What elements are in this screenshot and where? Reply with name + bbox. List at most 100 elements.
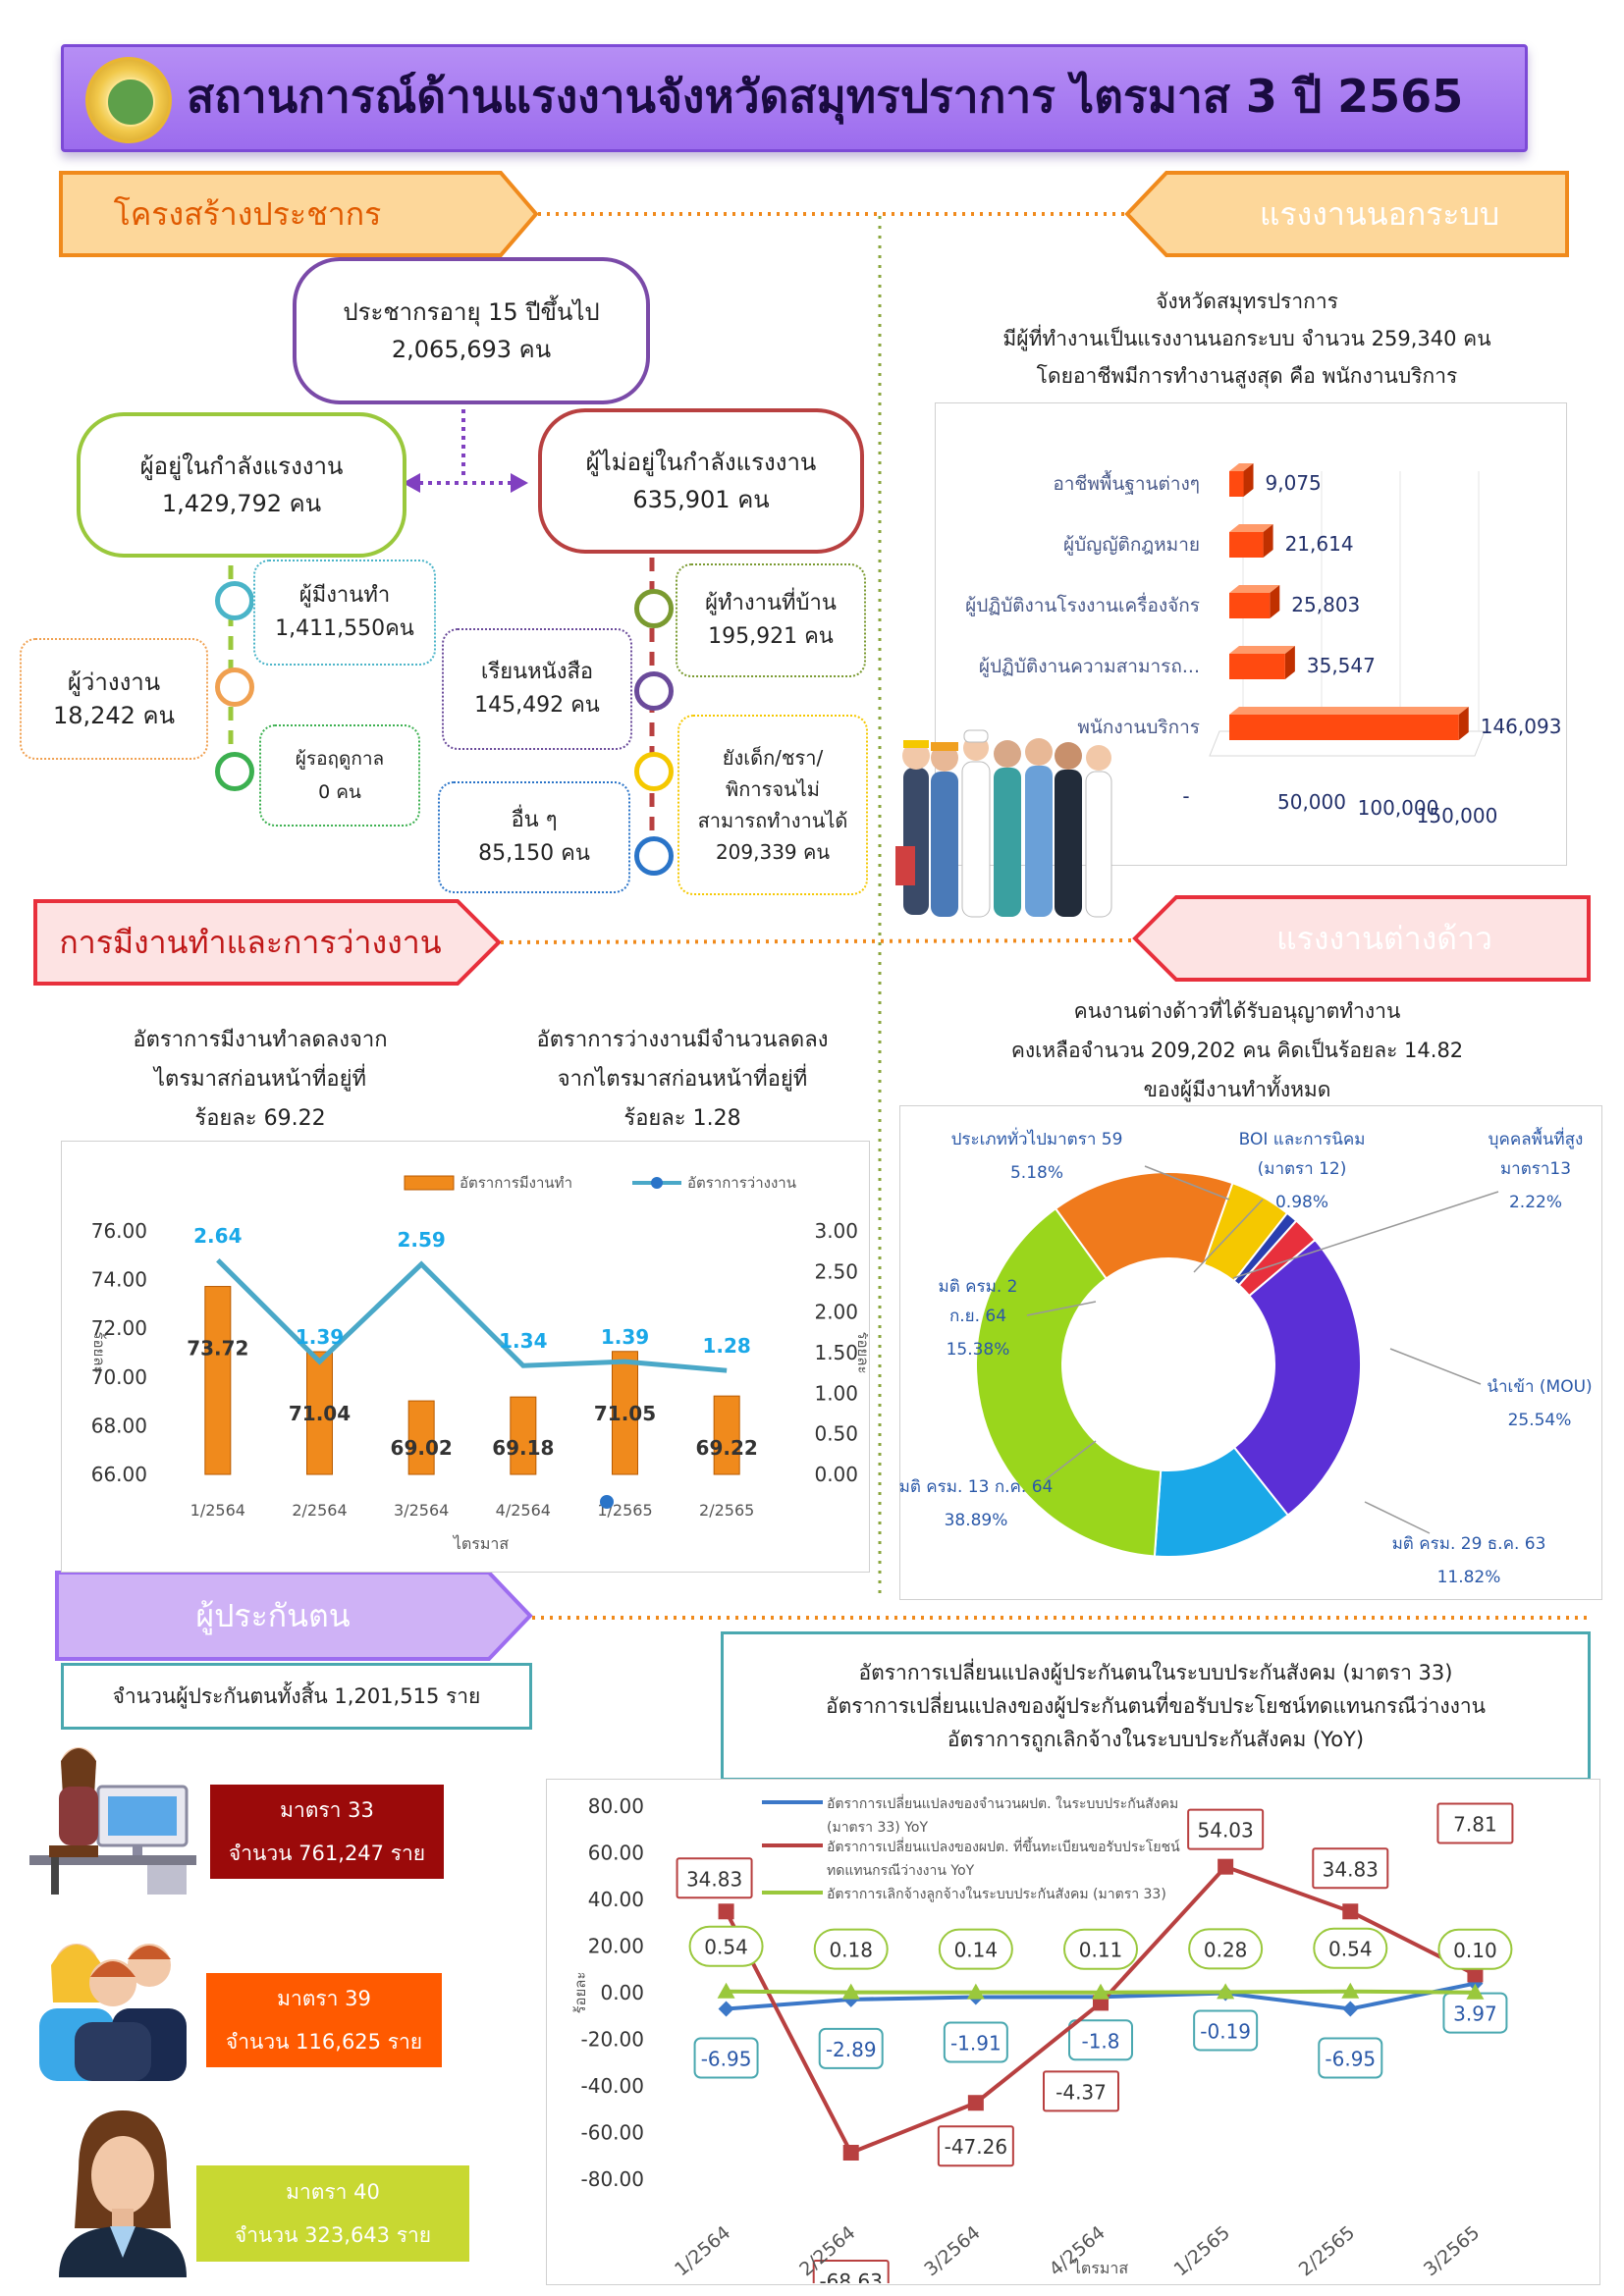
employment-unemployment-chart: อัตราการมีงานทำ อัตราการว่างงาน 66.00 68.00… — [90, 1174, 868, 1553]
left-axis-tick: 74.00 — [91, 1268, 147, 1292]
occupation-label: ผู้ปฏิบัติงานโรงงานเครื่องจักร — [965, 592, 1200, 616]
unable-label-line1: ยังเด็ก/ชรา/ — [722, 746, 824, 770]
series-marker — [842, 2144, 859, 2161]
series-marker — [1092, 1983, 1110, 2000]
donut-slice-value: 0.98% — [1275, 1193, 1328, 1212]
data-label: -0.19 — [1200, 2019, 1251, 2043]
data-label: -1.91 — [950, 2032, 1001, 2056]
right-axis-tick: 2.00 — [814, 1301, 858, 1324]
section-insured-label: ผู้ประกันตน — [195, 1596, 351, 1634]
data-label-box — [818, 2027, 884, 2069]
not-labour-force-value: 635,901 คน — [632, 486, 770, 513]
m33-value: จำนวน 761,247 ราย — [228, 1842, 426, 1865]
unemployment-point-label: 1.39 — [296, 1325, 344, 1349]
leader-line — [1389, 1348, 1482, 1385]
right-axis-label: ร้อยละ — [854, 1331, 868, 1373]
right-axis-tick: 0.00 — [814, 1463, 858, 1486]
left-axis-tick: 66.00 — [91, 1463, 147, 1486]
data-label: -6.95 — [701, 2048, 752, 2071]
series-marker — [841, 1983, 860, 2000]
donut-slice-label: มติ ครม. 29 ธ.ค. 63 — [1392, 1534, 1546, 1554]
m39-box: มาตรา 39 จำนวน 116,625 ราย — [206, 1973, 442, 2067]
donut-slice — [1232, 1238, 1362, 1517]
page-title: สถานการณ์ด้านแรงงานจังหวัดสมุทรปราการ ไต… — [187, 70, 1464, 123]
bar-top — [1229, 646, 1295, 654]
occupation-value: 21,614 — [1285, 532, 1354, 556]
other-label: อื่น ๆ — [511, 808, 558, 832]
data-label-box — [938, 1928, 1013, 1970]
y-axis-tick: 40.00 — [588, 1888, 644, 1911]
yoy-title-line3: อัตราการถูกเลิกจ้างในระบบประกันสังคม (Yo… — [947, 1728, 1365, 1751]
right-axis-tick: 1.50 — [814, 1341, 858, 1364]
y-axis-tick: 60.00 — [588, 1842, 644, 1865]
seasonal-label: ผู้รอฤดูกาล — [295, 748, 385, 770]
legend-label: อัตราการเปลี่ยนแปลงของผปต. ที่ขึ้นทะเบีย… — [827, 1837, 1180, 1855]
occupation-value: 9,075 — [1266, 471, 1322, 495]
donut-slice-label: บุคคลพื้นที่สูง — [1489, 1127, 1584, 1149]
y-axis-tick: 0.00 — [600, 1981, 644, 2004]
axis-tick: 100,000 — [1358, 796, 1439, 820]
occupation-value: 35,547 — [1307, 654, 1376, 677]
m33-box: มาตรา 33 จำนวน 761,247 ราย — [210, 1785, 444, 1879]
x-axis-tick: 3/2565 — [1420, 2221, 1484, 2280]
donut-slice-value: 5.18% — [1010, 1163, 1063, 1183]
legend-label: อัตราการเปลี่ยนแปลงของจำนวนผปต. ในระบบปร… — [827, 1794, 1178, 1812]
woman-icon — [59, 2110, 187, 2277]
occupation-label: ผู้บัญญัติกฎหมาย — [1063, 534, 1200, 556]
bar-top — [1229, 524, 1273, 532]
insured-yoy-line-chart: -80.00 -60.00 -40.00 -20.00 0.00 20.00 40.00 60… — [571, 1794, 1514, 2283]
not-labour-force-label: ผู้ไม่อยู่ในกำลังแรงงาน — [585, 449, 817, 476]
homework-label: ผู้ทำงานที่บ้าน — [705, 591, 837, 615]
labour-force-label: ผู้อยู่ในกำลังแรงงาน — [139, 453, 344, 480]
left-axis-tick: 76.00 — [91, 1219, 147, 1243]
x-axis-tick: 3/2564 — [394, 1501, 449, 1520]
donut-slice-label: (มาตรา 12) — [1258, 1159, 1347, 1179]
occupation-label: ผู้ปฏิบัติงานความสามารถ... — [979, 656, 1200, 677]
employment-bar-label: 73.72 — [187, 1337, 248, 1361]
data-label-box — [812, 2259, 890, 2283]
series-marker — [967, 2095, 984, 2111]
data-label: -1.8 — [1081, 2029, 1119, 2053]
not-labour-force-bubble: ผู้ไม่อยู่ในกำลังแรงงาน 635,901 คน — [538, 408, 864, 554]
employment-bar-label: 69.18 — [492, 1436, 554, 1460]
occupation-bar — [1229, 715, 1459, 740]
labour-force-value: 1,429,792 คน — [161, 490, 322, 517]
occupation-value: 25,803 — [1291, 593, 1360, 616]
donut-slice-value: 38.89% — [945, 1511, 1008, 1530]
leader-line — [1026, 1301, 1097, 1316]
employed-value: 1,411,550คน — [275, 616, 414, 641]
occupation-value: 146,093 — [1481, 715, 1562, 738]
leader-line — [1144, 1165, 1230, 1201]
legend-line-marker — [651, 1177, 663, 1189]
occupation-bar — [1229, 654, 1285, 679]
study-ring-icon — [634, 671, 674, 711]
bar-top — [1229, 463, 1254, 471]
unable-label-line2: พิการจนไม่ — [726, 777, 820, 801]
population-15plus-label: ประชากรอายุ 15 ปีขึ้นไป — [343, 298, 600, 326]
data-label-box — [937, 2125, 1014, 2167]
unemployment-rate-line1: อัตราการว่างงานมีจำนวนลดลง — [536, 1028, 829, 1052]
donut-slice-label: นำเข้า (MOU) — [1487, 1377, 1592, 1397]
donut-slice-label: ประเภททั่วไปมาตรา 59 — [951, 1127, 1123, 1149]
study-box: เรียนหนังสือ 145,492 คน — [442, 628, 632, 750]
province-seal-icon — [85, 57, 172, 143]
data-label-box — [813, 1928, 889, 1970]
data-label: 0.28 — [1204, 1938, 1248, 1961]
x-axis-label: ไตรมาส — [1071, 2259, 1129, 2277]
data-label: 54.03 — [1198, 1819, 1254, 1842]
informal-summary: จังหวัดสมุทรปราการ มีผู้ที่ทำงานเป็นแรงง… — [933, 283, 1561, 395]
legend-label: อัตราการเลิกจ้างลูกจ้างในระบบประกันสังคม… — [827, 1886, 1166, 1902]
donut-slice-value: 2.22% — [1509, 1193, 1562, 1212]
occupation-label: อาชีพพื้นฐานต่างๆ — [1053, 470, 1200, 495]
series-marker — [1342, 2001, 1359, 2017]
chart-floor — [1209, 730, 1486, 757]
employment-bar-label: 71.04 — [289, 1402, 351, 1425]
axis-tick: 50,000 — [1277, 790, 1346, 814]
foreign-summary: คนงานต่างด้าวที่ได้รับอนุญาตทำงาน คงเหลื… — [933, 991, 1542, 1109]
unable-value: 209,339 คน — [715, 840, 831, 864]
unable-label-line3: สามารถทำงานได้ — [697, 809, 848, 832]
x-axis-tick: 2/2564 — [292, 1501, 347, 1520]
left-axis-tick: 68.00 — [91, 1414, 147, 1437]
data-label: 34.83 — [686, 1867, 742, 1891]
